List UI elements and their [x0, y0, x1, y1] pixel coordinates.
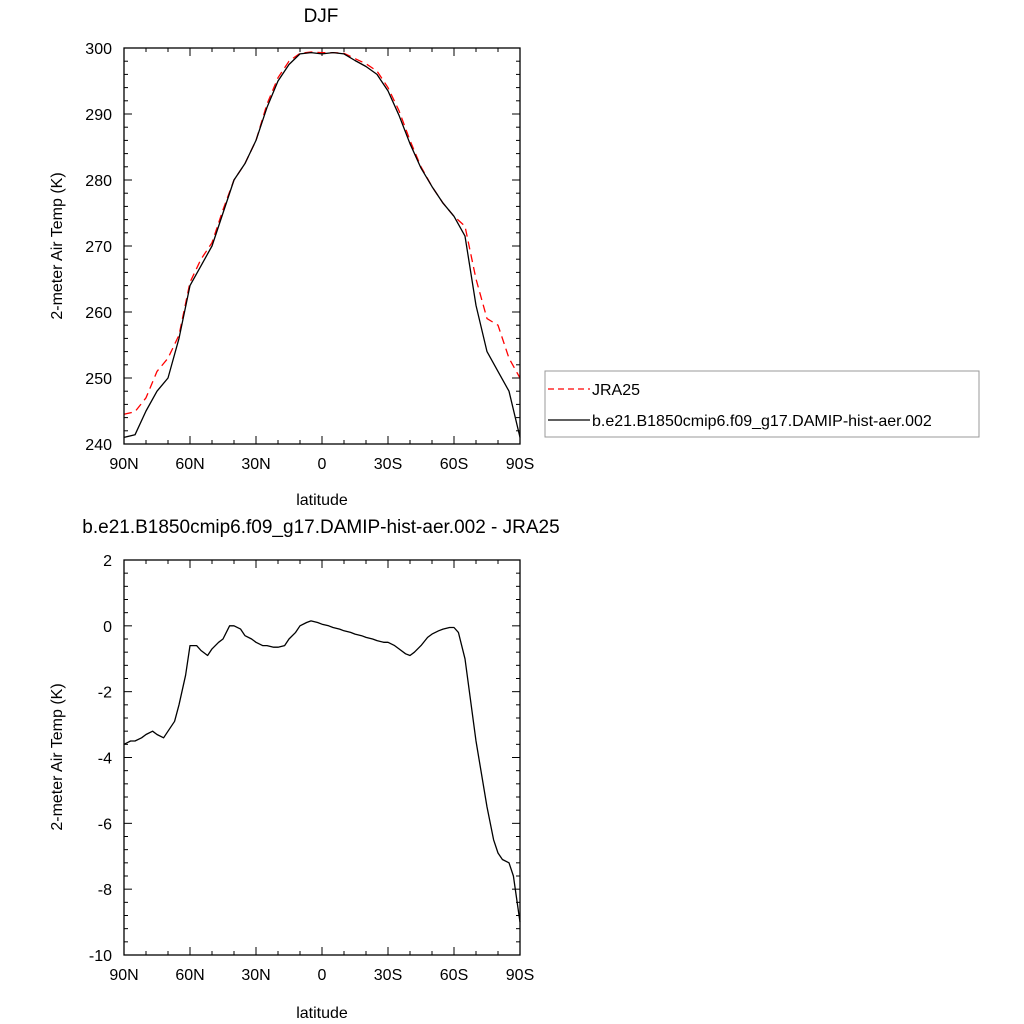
x-tick-label: 30S [374, 456, 402, 473]
bottom-series-line-0 [123, 620, 521, 923]
x-tick-label: 30N [241, 967, 270, 984]
top-chart-series [123, 51, 521, 439]
top-chart-panel: DJF 240 250 260 270 280 290 300 90N 60N 30N 0 30S 60… [49, 6, 980, 509]
bottom-chart-xlabel: latitude [296, 1005, 348, 1022]
bottom-chart-series [123, 620, 521, 923]
top-chart-ticks: 240 250 260 270 280 290 300 90N 60N 30N 0 30S 60S 90S [85, 41, 534, 473]
x-tick-label: 90N [109, 456, 138, 473]
bottom-chart-ylabel: 2-meter Air Temp (K) [49, 683, 66, 830]
x-tick-label: 0 [318, 456, 327, 473]
y-tick-label: 2 [103, 553, 112, 570]
y-tick-label: 260 [85, 305, 112, 322]
x-tick-label: 60S [440, 967, 468, 984]
top-series-line-1 [123, 51, 521, 439]
y-tick-label: -2 [98, 685, 112, 702]
y-tick-label: 290 [85, 107, 112, 124]
x-tick-label: 30N [241, 456, 270, 473]
x-tick-label: 60N [175, 967, 204, 984]
legend-label-model: b.e21.B1850cmip6.f09_g17.DAMIP-hist-aer.… [592, 413, 932, 430]
top-chart-ylabel: 2-meter Air Temp (K) [49, 172, 66, 319]
top-chart-xlabel: latitude [296, 492, 348, 509]
x-tick-label: 30S [374, 967, 402, 984]
x-tick-label: 90S [506, 967, 534, 984]
top-series-line-0 [123, 51, 521, 415]
y-tick-label: 250 [85, 371, 112, 388]
legend-box [544, 370, 980, 438]
y-tick-label: -4 [98, 751, 112, 768]
y-tick-label: 300 [85, 41, 112, 58]
y-tick-label: 280 [85, 173, 112, 190]
legend-label-jra25: JRA25 [592, 382, 640, 399]
top-chart-title: DJF [304, 6, 339, 27]
x-tick-label: 90S [506, 456, 534, 473]
bottom-chart-ticks: -10 -8 -6 -4 -2 0 2 90N 60N 30N 0 30S 60S 90S [89, 553, 534, 984]
x-tick-label: 0 [318, 967, 327, 984]
x-tick-label: 60S [440, 456, 468, 473]
y-tick-label: -8 [98, 882, 112, 899]
x-tick-label: 60N [175, 456, 204, 473]
x-tick-label: 90N [109, 967, 138, 984]
top-chart-legend: JRA25 b.e21.B1850cmip6.f09_g17.DAMIP-his… [544, 370, 980, 438]
top-chart-frame [123, 47, 521, 445]
bottom-chart-title: b.e21.B1850cmip6.f09_g17.DAMIP-hist-aer.… [82, 517, 559, 538]
y-tick-label: 240 [85, 437, 112, 454]
y-tick-label: 0 [103, 619, 112, 636]
bottom-chart-frame [123, 559, 521, 956]
y-tick-label: -10 [89, 948, 112, 965]
bottom-chart-panel: b.e21.B1850cmip6.f09_g17.DAMIP-hist-aer.… [49, 517, 560, 1022]
y-tick-label: 270 [85, 239, 112, 256]
y-tick-label: -6 [98, 816, 112, 833]
